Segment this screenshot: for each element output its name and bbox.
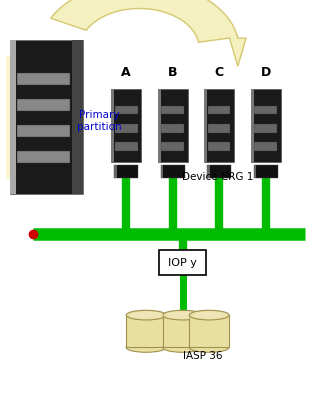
Bar <box>126 315 166 347</box>
Text: D: D <box>261 66 271 79</box>
Ellipse shape <box>189 343 229 352</box>
Bar <box>115 124 137 133</box>
Bar <box>114 164 117 178</box>
Bar <box>158 89 161 162</box>
Bar <box>208 105 230 114</box>
Text: C: C <box>214 66 224 79</box>
Bar <box>114 164 138 178</box>
Bar <box>17 73 70 85</box>
Bar <box>161 164 185 178</box>
Ellipse shape <box>163 310 203 320</box>
Bar <box>204 89 207 162</box>
Bar <box>208 142 230 151</box>
Ellipse shape <box>126 343 166 352</box>
Ellipse shape <box>129 311 163 319</box>
Bar <box>254 164 278 178</box>
Bar <box>161 142 184 151</box>
FancyBboxPatch shape <box>159 250 206 275</box>
Ellipse shape <box>192 311 226 319</box>
Bar <box>251 89 254 162</box>
Bar <box>115 142 137 151</box>
Bar <box>161 105 184 114</box>
Bar <box>161 164 163 178</box>
Bar <box>254 142 277 151</box>
Bar <box>189 315 229 347</box>
Bar <box>17 151 70 163</box>
Text: IASP 36: IASP 36 <box>183 351 222 362</box>
Bar <box>17 99 70 111</box>
FancyBboxPatch shape <box>6 56 32 179</box>
Bar <box>72 40 83 194</box>
Bar <box>10 40 16 194</box>
Bar <box>161 124 184 133</box>
Ellipse shape <box>126 310 166 320</box>
Ellipse shape <box>166 311 200 319</box>
Bar <box>207 164 209 178</box>
Text: B: B <box>168 66 177 79</box>
Bar <box>158 89 188 162</box>
Bar <box>111 89 141 162</box>
Bar <box>17 125 70 137</box>
Polygon shape <box>51 0 246 66</box>
Bar <box>163 315 203 347</box>
Bar <box>254 105 277 114</box>
Ellipse shape <box>189 310 229 320</box>
Bar <box>208 124 230 133</box>
Bar <box>204 89 234 162</box>
Text: A: A <box>122 66 131 79</box>
Bar <box>207 164 231 178</box>
Text: IOP y: IOP y <box>168 258 197 267</box>
Bar <box>254 164 256 178</box>
Text: Primary
partition: Primary partition <box>77 110 122 132</box>
Bar <box>111 89 114 162</box>
Text: Device CRG 1: Device CRG 1 <box>182 172 253 182</box>
Bar <box>254 124 277 133</box>
Bar <box>251 89 281 162</box>
Ellipse shape <box>163 343 203 352</box>
Bar <box>115 105 137 114</box>
FancyBboxPatch shape <box>10 40 83 194</box>
